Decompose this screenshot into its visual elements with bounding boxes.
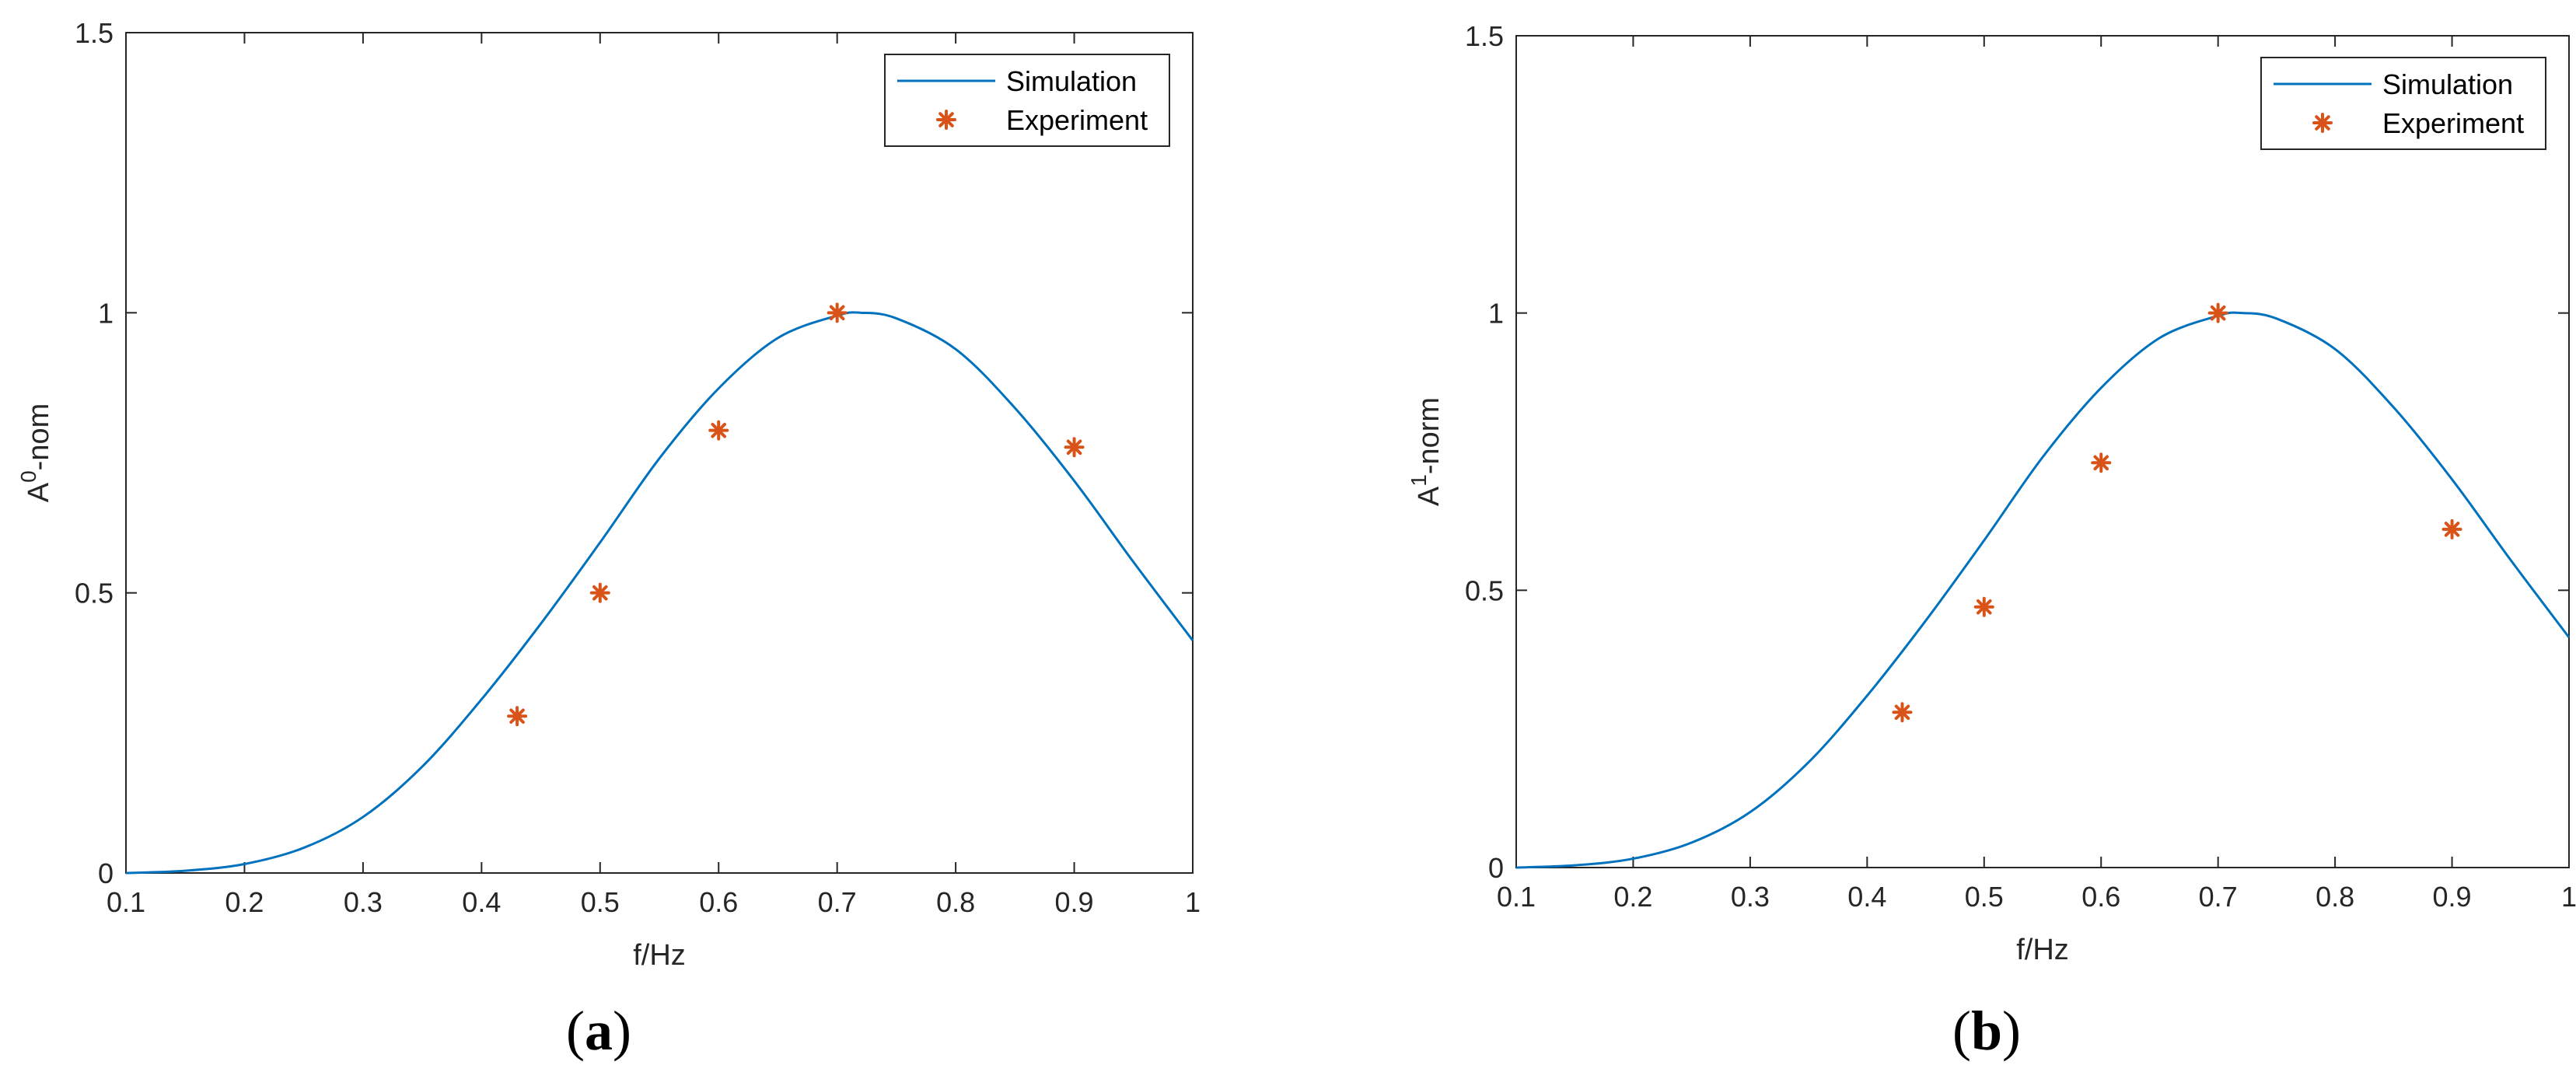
x-tick-label: 0.6 [2081, 881, 2120, 913]
simulation-line [1515, 311, 2571, 869]
chart-panel-b: 0.1 0.2 0.3 0.4 0.5 0.6 0.7 0.8 0.9 1 0 0.5 1 1.5 f/Hz… [1407, 20, 2576, 1062]
x-tick-label: 1 [1185, 886, 1201, 918]
y-tick-label: 0.5 [1465, 574, 1504, 606]
panel-caption-open: ( [1952, 1000, 1971, 1062]
y-tick-label: 1 [1488, 298, 1504, 330]
y-axis-label-suffix: -norm [1413, 397, 1445, 474]
x-axis-label: f/Hz [2016, 934, 2069, 966]
plot-area [1515, 35, 2570, 868]
y-tick-label: 0 [98, 857, 114, 889]
x-axis-label: f/Hz [633, 939, 686, 972]
x-tick-label: 0.9 [1055, 886, 1094, 918]
y-tick-label: 1.5 [75, 17, 114, 49]
x-tick-label: 0.4 [462, 886, 501, 918]
x-tick-label: 0.5 [1965, 881, 2004, 913]
experiment-point [1064, 437, 1085, 458]
legend-label: Simulation [2382, 68, 2513, 100]
x-tick-label: 0.2 [1613, 881, 1652, 913]
x-tick-label: 0.8 [936, 886, 975, 918]
experiment-point [589, 582, 610, 603]
y-tick-label: 0.5 [75, 578, 114, 609]
chart-panel-a: 0.1 0.2 0.3 0.4 0.5 0.6 0.7 0.8 0.9 1 0 0.5 1 1.5 f/Hz… [16, 17, 1201, 1062]
x-tick-label: 0.3 [344, 886, 383, 918]
legend-label: Simulation [1006, 65, 1137, 97]
experiment-point [2207, 302, 2228, 323]
x-tick-label: 0.9 [2433, 881, 2472, 913]
panel-caption-letter: b [1971, 1000, 2002, 1062]
legend-label: Experiment [2382, 107, 2524, 139]
panel-caption-close: ) [2002, 1000, 2021, 1062]
y-axis-label: A0-nom [16, 403, 55, 503]
x-tick-label: 0.5 [581, 886, 620, 918]
legend-label: Experiment [1006, 104, 1148, 136]
panel-caption: (b) [1952, 1000, 2021, 1062]
legend-box [884, 54, 1170, 147]
y-axis-label-base: A [23, 482, 55, 502]
y-axis-label-superscript: 1 [1407, 474, 1431, 487]
experiment-point [827, 302, 848, 323]
x-tick-label: 0.4 [1847, 881, 1886, 913]
panel-caption-close: ) [613, 1000, 631, 1062]
experiment-point [1892, 702, 1913, 723]
x-tick-label: 0.7 [818, 886, 857, 918]
y-axis-label-superscript: 0 [16, 470, 40, 483]
y-axis-label: A1-norm [1407, 397, 1445, 506]
legend-marker-swatch [936, 110, 956, 130]
x-tick-label: 0.2 [225, 886, 264, 918]
x-tick-label: 0.7 [2199, 881, 2238, 913]
panel-caption-open: ( [566, 1000, 585, 1062]
y-axis-label-suffix: -nom [23, 403, 55, 471]
experiment-point [2091, 452, 2112, 473]
x-tick-label: 0.6 [699, 886, 738, 918]
simulation-line [125, 311, 1194, 875]
legend-box [2260, 57, 2546, 150]
x-tick-label: 1 [2561, 881, 2576, 913]
x-tick-label: 0.8 [2316, 881, 2354, 913]
legend: Simulation Experiment [884, 54, 1170, 147]
x-tick-label: 0.3 [1731, 881, 1770, 913]
experiment-point [2441, 519, 2462, 539]
experiment-point [708, 420, 729, 441]
experiment-point [1973, 596, 1994, 617]
plot-area [125, 32, 1194, 874]
y-tick-label: 0 [1488, 852, 1504, 884]
x-tick-label: 0.1 [107, 886, 145, 918]
legend-marker-swatch [2312, 113, 2333, 133]
y-axis-label-base: A [1413, 486, 1445, 506]
y-tick-label: 1 [98, 297, 114, 329]
legend: Simulation Experiment [2260, 57, 2546, 150]
experiment-point [507, 706, 528, 727]
y-tick-label: 1.5 [1465, 20, 1504, 52]
panel-caption-letter: a [585, 1000, 613, 1062]
panel-caption: (a) [566, 1000, 631, 1062]
x-tick-label: 0.1 [1497, 881, 1536, 913]
